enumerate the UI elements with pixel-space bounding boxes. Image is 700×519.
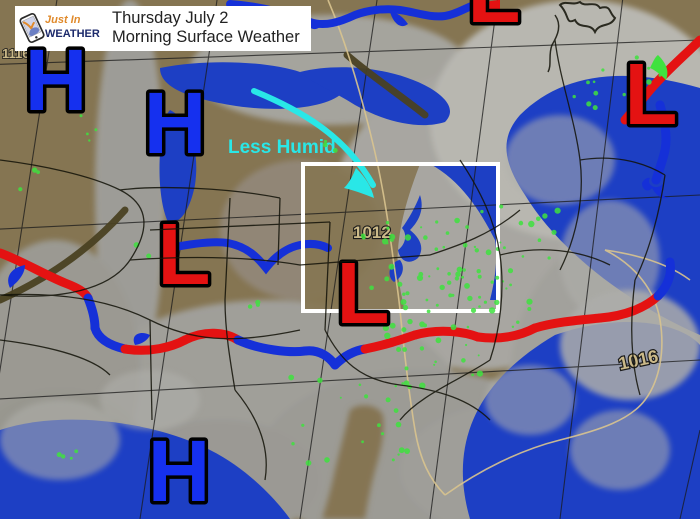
svg-text:Morning Surface Weather: Morning Surface Weather — [112, 28, 300, 46]
svg-text:Thursday July 2: Thursday July 2 — [112, 9, 228, 27]
svg-text:L: L — [467, 0, 520, 41]
svg-text:L: L — [157, 206, 210, 303]
svg-text:L: L — [624, 46, 677, 143]
svg-text:Less Humid: Less Humid — [228, 137, 336, 158]
svg-text:H: H — [144, 75, 207, 172]
svg-text:Just In: Just In — [45, 14, 81, 26]
svg-text:H: H — [25, 32, 88, 129]
svg-text:H: H — [148, 423, 211, 519]
